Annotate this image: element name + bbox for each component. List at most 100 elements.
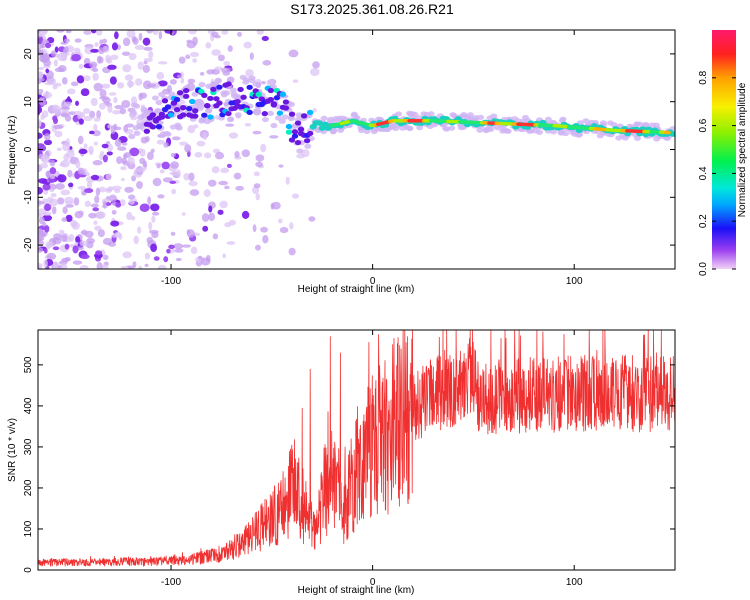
spectrogram-ridge-cell <box>306 130 314 137</box>
spectrogram-noise-cell <box>121 51 131 56</box>
spectrogram-ridge-cell <box>294 120 302 126</box>
spectrogram-noise-cell <box>253 183 261 189</box>
spectrogram-halo-cell <box>227 116 235 122</box>
spectrogram-noise-cell <box>181 212 186 216</box>
spectrogram-noise-cell <box>89 61 98 68</box>
spectrogram-noise-cell <box>109 54 119 60</box>
spectrogram-noise-cell <box>45 241 54 248</box>
spectrogram-noise-cell <box>93 220 98 225</box>
spectrogram-noise-cell <box>71 53 82 62</box>
spectrogram-noise-cell <box>137 61 144 70</box>
spectrogram-ridge-cell <box>306 109 314 116</box>
spectrogram-noise-cell <box>38 54 49 63</box>
spectrogram-noise-cell <box>44 133 51 141</box>
colorbar-tick-label: 0.4 <box>698 166 709 180</box>
spectrogram-halo-cell <box>168 91 176 97</box>
spectrogram-noise-cell <box>123 152 132 158</box>
spectrogram-noise-cell <box>148 229 159 234</box>
spectrogram-noise-cell <box>120 177 125 182</box>
spectrogram-noise-cell <box>291 193 300 199</box>
spectrogram-noise-cell <box>312 61 320 69</box>
spectrogram-noise-cell <box>271 201 281 210</box>
spectrogram-noise-cell <box>178 56 186 64</box>
spectrogram-noise-cell <box>83 30 91 35</box>
spectrogram-noise-cell <box>101 143 109 149</box>
snr-ytick-label: 0 <box>23 567 34 573</box>
spectrogram-noise-cell <box>212 233 219 240</box>
spectrogram-halo-cell <box>129 109 137 115</box>
snr-xtick-label: -100 <box>161 577 181 588</box>
spectrogram-noise-cell <box>88 130 95 135</box>
spectrogram-noise-cell <box>105 202 112 206</box>
spectrogram-noise-cell <box>226 241 236 245</box>
spectrogram-noise-cell <box>255 193 261 201</box>
spectrogram-noise-cell <box>285 176 290 185</box>
spectrogram-ridge-cell <box>167 112 175 118</box>
spectrogram-noise-cell <box>192 58 198 63</box>
spectrogram-noise-cell <box>38 229 44 236</box>
spectrogram-noise-cell <box>147 196 152 205</box>
spectrogram-noise-cell <box>102 38 108 44</box>
spectrogram-noise-cell <box>220 167 230 174</box>
spectrogram-noise-cell <box>42 183 51 191</box>
spectrogram-noise-cell <box>288 247 296 256</box>
spectrogram-halo-cell <box>270 122 278 129</box>
spectrogram-noise-cell <box>89 150 94 156</box>
spectrogram-noise-cell <box>157 194 165 199</box>
spectrogram-noise-cell <box>114 126 122 131</box>
spectrogram-noise-cell <box>150 203 160 212</box>
spectrogram-noise-cell <box>260 226 268 233</box>
snr-ytick-label: 400 <box>23 397 34 414</box>
spectrogram-halo-cell <box>476 127 484 133</box>
spectrogram-noise-cell <box>97 229 105 238</box>
spectrogram-halo-cell <box>214 78 222 84</box>
spectrogram-noise-cell <box>38 247 44 253</box>
spectrogram-ridge-cell <box>255 91 262 97</box>
spectrogram-noise-cell <box>50 192 57 198</box>
snr-ylabel: SNR (10 * v/v) <box>7 418 18 482</box>
spectrogram-noise-cell <box>175 257 182 262</box>
spectrogram-noise-cell <box>152 30 159 36</box>
snr-xlabel: Height of straight line (km) <box>298 585 415 596</box>
spectrogram-noise-cell <box>92 207 100 212</box>
spectrogram-ridge-cell <box>240 94 247 100</box>
spectrogram-noise-cell <box>148 50 154 59</box>
spectrogram-noise-cell <box>106 151 113 156</box>
spectrogram-ridge-cell <box>261 111 268 117</box>
spectrogram-noise-cell <box>170 161 180 169</box>
spectrogram-noise-cell <box>296 153 305 159</box>
spectrogram-noise-cell <box>184 144 192 153</box>
spectrogram-halo-cell <box>163 131 171 137</box>
spectrogram-noise-cell <box>175 169 181 177</box>
spectrogram-noise-cell <box>99 89 107 98</box>
snr-ytick-label: 500 <box>23 356 34 373</box>
spectrogram-ridge-cell <box>192 108 199 114</box>
spectrogram-noise-cell <box>139 92 148 99</box>
spectrogram-noise-cell <box>38 178 48 184</box>
spectrogram-noise-cell <box>159 169 165 174</box>
spectrogram-noise-cell <box>51 206 57 215</box>
spectrogram-ridge-cell <box>282 99 290 105</box>
spectrogram-ridge-cell <box>291 133 299 139</box>
spectrogram-noise-cell <box>163 256 169 263</box>
spectrogram-noise-cell <box>201 213 210 222</box>
spectrogram-noise-cell <box>157 264 167 269</box>
spectrogram-noise-cell <box>219 200 228 209</box>
spectrogram-ridge-cell <box>207 114 214 120</box>
spectrogram-noise-cell <box>60 106 71 111</box>
spectrogram-halo-cell <box>411 111 419 118</box>
spectrogram-halo-cell <box>353 115 361 121</box>
spectrogram-noise-cell <box>75 100 80 106</box>
spectrogram-noise-cell <box>255 154 265 162</box>
spectrogram-noise-cell <box>63 38 71 43</box>
spectrogram-noise-cell <box>72 245 79 254</box>
spectrogram-noise-cell <box>151 211 160 216</box>
spectrogram-noise-cell <box>45 170 51 178</box>
spectrogram-noise-cell <box>203 152 212 159</box>
spectrogram-noise-cell <box>114 31 119 40</box>
spectrogram-halo-cell <box>198 81 206 88</box>
spectrogram-noise-cell <box>96 55 102 64</box>
spectrogram-noise-cell <box>132 261 137 268</box>
spectrogram-noise-cell <box>56 147 62 152</box>
spectrogram-noise-cell <box>190 246 198 255</box>
